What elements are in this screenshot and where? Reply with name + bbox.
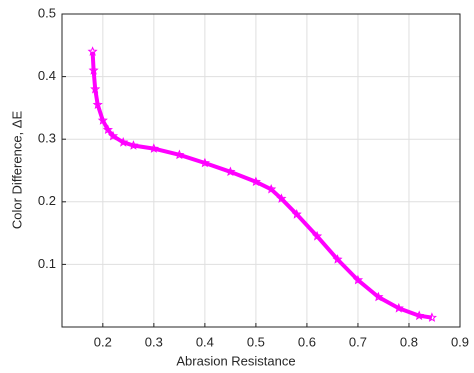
x-tick-label: 0.7 — [349, 334, 367, 349]
x-tick-label: 0.6 — [298, 334, 316, 349]
data-point — [414, 310, 425, 321]
y-tick-label: 0.2 — [38, 193, 56, 208]
x-tick-label: 0.4 — [196, 334, 214, 349]
y-tick-label: 0.1 — [38, 256, 56, 271]
data-point — [426, 312, 437, 322]
data-point — [291, 208, 302, 219]
x-axis-label: Abrasion Resistance — [176, 353, 295, 368]
x-tick-label: 0.2 — [94, 334, 112, 349]
data-point — [312, 230, 323, 241]
data-point — [92, 99, 103, 110]
data-point — [352, 274, 364, 285]
x-tick-label: 0.9 — [451, 334, 469, 349]
data-point — [102, 124, 113, 135]
data-point — [373, 291, 384, 302]
data-point — [128, 140, 139, 150]
plot-frame — [61, 13, 461, 328]
data-point — [90, 83, 101, 94]
x-tick-label: 0.8 — [400, 334, 418, 349]
data-point — [332, 254, 343, 264]
data-line — [90, 51, 433, 320]
data-point — [250, 176, 261, 187]
x-tick-label: 0.3 — [145, 334, 163, 349]
y-axis-label: Color Difference, ΔE — [9, 111, 24, 230]
data-point — [97, 115, 108, 125]
data-point — [107, 130, 119, 141]
y-tick-label: 0.4 — [38, 68, 56, 83]
data-point — [148, 143, 159, 153]
data-point — [225, 166, 236, 177]
y-tick-label: 0.3 — [38, 131, 56, 146]
x-tick-label: 0.5 — [247, 334, 265, 349]
y-tick-label: 0.5 — [38, 5, 56, 20]
data-point — [87, 46, 98, 56]
data-point — [88, 64, 99, 75]
data-point — [393, 302, 404, 313]
data-point — [266, 184, 277, 194]
data-point — [174, 149, 185, 160]
data-point — [199, 157, 210, 168]
data-point — [276, 193, 287, 203]
data-point — [118, 136, 129, 147]
